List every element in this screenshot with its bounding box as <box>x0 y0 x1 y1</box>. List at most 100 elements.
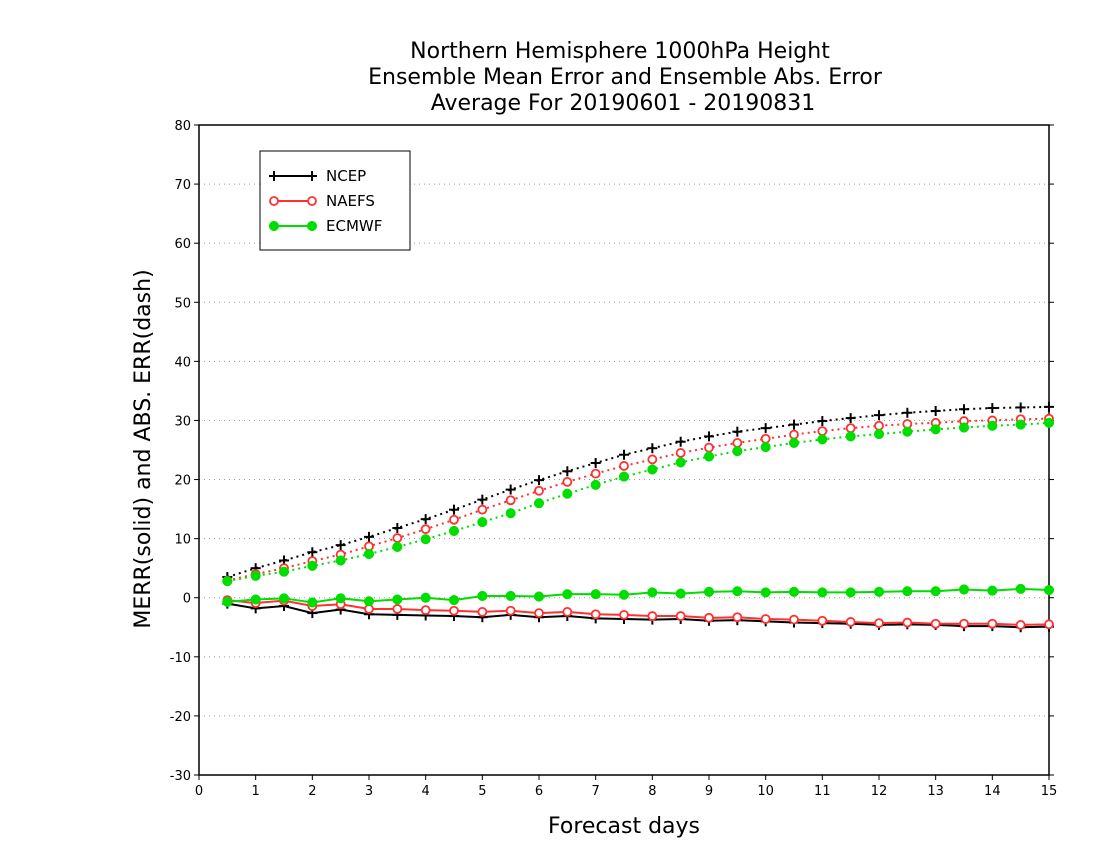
abs-err-point <box>647 464 658 475</box>
mean-err-point <box>534 608 544 618</box>
y-tick-label: 10 <box>174 533 191 548</box>
abs-err-point <box>930 424 941 435</box>
abs-err-point <box>732 438 743 448</box>
legend-marker <box>307 196 317 206</box>
mean-err-point <box>788 586 800 597</box>
x-tick-label: 13 <box>927 784 944 799</box>
mean-err-point <box>704 612 714 623</box>
abs-err-point <box>703 451 715 462</box>
abs-err-point <box>335 555 346 566</box>
abs-err-point <box>732 426 743 437</box>
abs-err-point <box>420 514 431 525</box>
y-tick-label: 30 <box>174 414 191 429</box>
mean-err-point <box>562 589 573 600</box>
mean-err-point <box>533 591 545 602</box>
chart-title-line-2: Ensemble Mean Error and Ensemble Abs. Er… <box>368 65 883 90</box>
mean-err-point <box>562 607 573 617</box>
abs-err-point <box>477 494 488 505</box>
series-layer <box>222 401 1055 633</box>
abs-err-point <box>902 426 913 437</box>
mean-err-point <box>250 594 261 605</box>
y-tick-label: -30 <box>170 769 191 784</box>
abs-err-point <box>449 504 459 515</box>
abs-err-point <box>1015 419 1026 430</box>
chart-title-line-3: Average For 20190601 - 20190831 <box>431 91 816 116</box>
abs-err-point <box>505 508 516 519</box>
abs-err-line-ecmwf <box>227 421 1050 583</box>
y-axis-label: MERR(solid) and ABS. ERR(dash) <box>131 269 156 628</box>
x-tick-label: 8 <box>648 784 656 799</box>
x-axis-label: Forecast days <box>548 814 700 839</box>
y-tick-label: 50 <box>174 296 191 311</box>
mean-err-point <box>222 596 233 607</box>
mean-err-point <box>987 585 998 596</box>
y-tick-label: 0 <box>183 592 191 607</box>
abs-err-point <box>817 416 828 427</box>
abs-err-point <box>647 454 658 465</box>
mean-err-point <box>902 586 913 597</box>
abs-err-point <box>817 434 828 445</box>
abs-err-point <box>335 540 346 551</box>
mean-err-point <box>420 592 431 603</box>
mean-err-point <box>392 604 403 614</box>
abs-err-point <box>619 449 629 460</box>
legend-marker <box>269 196 279 206</box>
x-tick-label: 1 <box>252 784 260 799</box>
abs-err-point <box>817 426 828 436</box>
abs-err-point <box>1043 417 1055 428</box>
mean-err-point <box>505 605 516 616</box>
mean-err-point <box>817 615 828 626</box>
abs-err-point <box>477 504 488 515</box>
abs-err-point <box>873 428 885 440</box>
legend-marker <box>307 171 317 181</box>
abs-err-point <box>618 471 630 482</box>
mean-err-point <box>675 588 686 599</box>
abs-err-point <box>590 479 601 490</box>
mean-err-point <box>959 618 969 629</box>
abs-err-point <box>704 431 714 442</box>
legend-label: ECMWF <box>326 217 382 235</box>
x-tick-label: 15 <box>1041 784 1058 799</box>
abs-err-point <box>675 448 686 458</box>
legend: NCEP NAEFS ECMWF <box>259 150 411 251</box>
mean-err-point <box>420 605 431 616</box>
abs-err-point <box>307 560 318 571</box>
x-tick-label: 6 <box>535 784 543 799</box>
mean-err-point <box>930 586 941 597</box>
legend-label: NCEP <box>326 167 366 185</box>
plot-frame <box>198 124 1050 776</box>
mean-err-point <box>675 611 686 621</box>
abs-err-point <box>1015 402 1026 413</box>
abs-err-point <box>590 468 601 479</box>
mean-err-point <box>619 609 629 620</box>
x-tick-label: 7 <box>592 784 600 799</box>
abs-err-point <box>987 420 998 431</box>
abs-err-point <box>534 485 544 496</box>
mean-err-line-naefs <box>227 599 1050 626</box>
mean-err-point <box>760 587 771 598</box>
abs-err-point <box>562 466 573 477</box>
legend-item-naefs: NAEFS <box>269 192 375 210</box>
abs-err-point <box>647 443 658 454</box>
x-tick-label: 12 <box>871 784 888 799</box>
abs-err-point <box>392 541 403 552</box>
abs-err-point <box>902 407 913 418</box>
mean-err-point <box>307 597 318 608</box>
abs-err-point <box>874 410 884 421</box>
chart-title: Northern Hemisphere 1000hPa Height Ensem… <box>368 39 883 116</box>
abs-err-point <box>562 488 573 499</box>
abs-err-point <box>958 422 970 433</box>
legend-item-ncep: NCEP <box>269 167 366 185</box>
x-tick-label: 3 <box>365 784 373 799</box>
mean-err-point <box>987 618 998 629</box>
y-tick-label: 70 <box>174 178 191 193</box>
mean-err-point <box>1044 619 1054 630</box>
mean-err-point <box>845 587 856 598</box>
abs-err-point <box>675 436 686 447</box>
abs-err-point <box>449 514 459 525</box>
x-tick-label: 4 <box>422 784 430 799</box>
mean-err-point <box>278 593 290 604</box>
abs-err-point <box>959 404 969 415</box>
abs-err-point <box>760 433 771 444</box>
